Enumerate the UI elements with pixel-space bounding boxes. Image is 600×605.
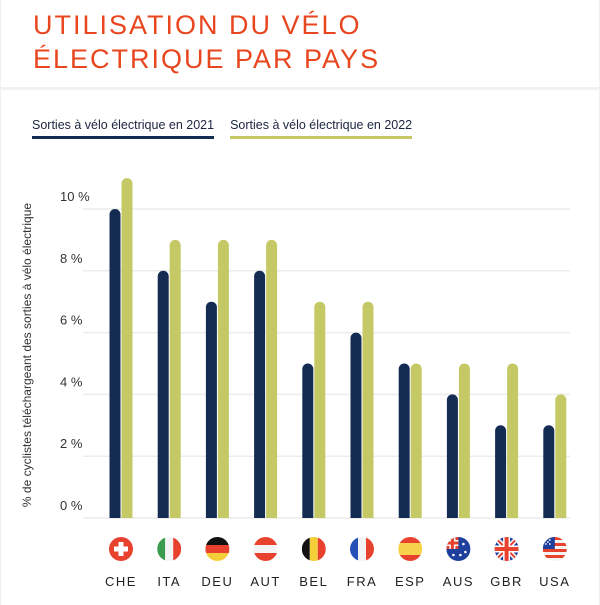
chart-title: UTILISATION DU VÉLO ÉLECTRIQUE PAR PAYS	[33, 10, 381, 74]
bar-esp-2021	[398, 363, 410, 518]
bar-che-2021	[109, 209, 121, 518]
bar-fra-2021	[350, 332, 362, 518]
title-divider	[0, 87, 600, 90]
bar-gbr-2022	[507, 363, 519, 518]
bar-gbr-2021	[495, 425, 507, 518]
x-tick-label: ESP	[395, 574, 426, 589]
y-tick-label: 6 %	[60, 313, 83, 328]
x-tick-label: BEL	[299, 574, 328, 589]
bar-usa-2022	[555, 394, 567, 518]
bars	[109, 178, 567, 518]
legend-item-2021: Sorties à vélo électrique en 2021	[32, 118, 215, 139]
x-tick-label: AUT	[250, 574, 281, 589]
bar-ita-2022	[169, 239, 181, 518]
y-axis-label: % de cyclistes téléchargeant des sorties…	[20, 203, 34, 507]
france-flag-icon	[350, 537, 374, 561]
bar-che-2022	[121, 178, 133, 518]
x-tick-label: ITA	[157, 574, 181, 589]
switzerland-flag-icon	[109, 537, 133, 561]
italy-flag-icon	[157, 537, 182, 561]
spain-flag-icon	[398, 537, 423, 561]
x-tick-label: AUS	[443, 574, 474, 589]
bar-deu-2022	[217, 239, 229, 518]
y-axis-ticks: 0 % 2 % 4 % 6 % 8 % 10 %	[60, 189, 90, 513]
y-tick-label: 2 %	[60, 436, 83, 451]
bar-aus-2021	[446, 394, 458, 518]
bar-usa-2021	[543, 425, 555, 518]
x-axis-ticks: CHE ITA DEU AUT BEL FRA ESP AUS GBR USA	[105, 574, 570, 589]
bar-bel-2021	[302, 363, 314, 518]
y-tick-label: 4 %	[60, 374, 83, 389]
bar-deu-2021	[205, 301, 217, 518]
y-tick-label: 8 %	[60, 251, 83, 266]
bar-fra-2022	[362, 301, 374, 518]
austria-flag-icon	[253, 537, 278, 561]
australia-flag-icon	[446, 537, 471, 561]
legend: Sorties à vélo électrique en 2021 Sortie…	[32, 118, 413, 139]
y-tick-label: 0 %	[60, 498, 83, 513]
x-tick-label: FRA	[347, 574, 378, 589]
x-tick-label: USA	[539, 574, 570, 589]
legend-item-2022: Sorties à vélo électrique en 2022	[230, 118, 413, 139]
x-tick-label: DEU	[201, 574, 233, 589]
x-tick-label: GBR	[490, 574, 523, 589]
country-flags	[109, 537, 567, 561]
bar-bel-2022	[314, 301, 326, 518]
bar-aus-2022	[458, 363, 470, 518]
bar-ita-2021	[157, 270, 169, 518]
uk-flag-icon	[494, 537, 519, 561]
y-tick-label: 10 %	[60, 189, 90, 204]
belgium-flag-icon	[301, 537, 326, 561]
usa-flag-icon	[542, 537, 567, 561]
x-tick-label: CHE	[105, 574, 137, 589]
germany-flag-icon	[205, 537, 230, 561]
bar-aut-2021	[254, 270, 266, 518]
bar-esp-2022	[410, 363, 422, 518]
bar-aut-2022	[266, 239, 278, 518]
